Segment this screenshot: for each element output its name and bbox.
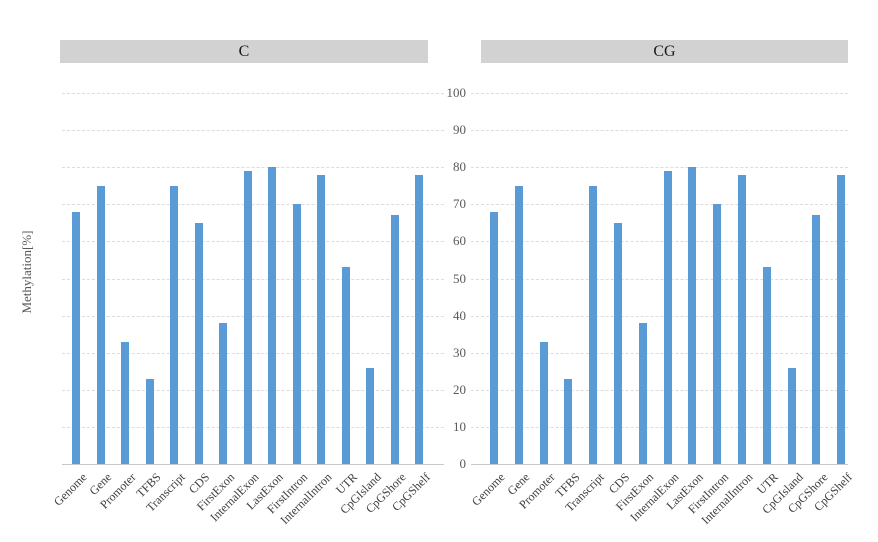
gridline-80: [62, 167, 444, 169]
gridline-10: [471, 426, 848, 428]
bar-c-cds: [194, 222, 203, 464]
y-tick-50: 50: [453, 270, 466, 286]
bar-c-firstexon: [219, 323, 227, 464]
plot-area-c: Genome Gene Promoter TFBS Transcript CDS First…: [51, 93, 444, 527]
y-tick-80: 80: [453, 159, 466, 175]
bar-cg-internalintron: [738, 174, 746, 464]
y-tick-10: 10: [453, 418, 466, 434]
bar-c-tfbs: [145, 378, 154, 464]
gridline-80: [471, 167, 848, 169]
gridline-100: [62, 93, 444, 94]
bar-c-lastexon: [268, 167, 276, 464]
gridline-50: [62, 278, 444, 280]
bar-c-cpgisland: [366, 367, 374, 464]
bar-cg-firstintron: [713, 204, 722, 464]
gridline-20: [62, 389, 444, 391]
bar-c-utr: [341, 267, 350, 464]
gridline-20: [471, 389, 848, 391]
bar-c-firstintron: [292, 204, 301, 464]
bar-cg-lastexon: [688, 167, 697, 464]
bar-c-genome: [72, 211, 80, 464]
panel-title-cg: CG: [653, 43, 676, 60]
panel-title-c: C: [238, 43, 250, 60]
bar-cg-utr: [762, 267, 771, 464]
panel-header-c: C: [60, 40, 428, 63]
gridline-70: [62, 204, 444, 206]
gridline-60: [62, 241, 444, 243]
y-tick-30: 30: [453, 344, 466, 360]
gridline-90: [62, 130, 444, 132]
bar-cg-cpgshore: [812, 215, 821, 464]
y-axis-title: Methylation[%]: [19, 230, 34, 314]
bar-cg-firstexon: [638, 323, 647, 464]
x-axis-label-genome: Genome: [51, 470, 90, 509]
gridline-100: [471, 93, 848, 94]
y-tick-70: 70: [453, 196, 466, 212]
bar-c-cpgshore: [390, 215, 399, 464]
y-tick-60: 60: [453, 233, 466, 249]
y-tick-90: 90: [453, 122, 466, 138]
y-tick-20: 20: [453, 381, 466, 397]
bar-cg-gene: [514, 185, 523, 464]
bar-cg-promoter: [539, 341, 548, 464]
bar-cg-cds: [614, 222, 622, 464]
gridline-40: [471, 315, 848, 317]
bar-cg-cpgisland: [787, 367, 796, 464]
gridline-10: [62, 426, 444, 428]
plot-area-cg: Genome Gene Promoter TFBS Transcript CDS First…: [469, 93, 855, 527]
bar-cg-genome: [490, 211, 498, 464]
bar-c-transcript: [170, 185, 178, 464]
gridline-50: [471, 278, 848, 280]
bar-cg-cpgshelf: [837, 174, 846, 464]
bar-c-internalexon: [243, 170, 252, 464]
bar-cg-transcript: [589, 185, 598, 464]
gridline-40: [62, 315, 444, 317]
panel-header-cg: CG: [481, 40, 848, 63]
gridline-30: [62, 352, 444, 354]
gridline-90: [471, 130, 848, 132]
bar-c-cpgshelf: [415, 174, 423, 464]
bar-c-promoter: [121, 341, 129, 464]
gridline-70: [471, 204, 848, 206]
bar-c-internalintron: [317, 174, 325, 464]
y-tick-100: 100: [446, 85, 467, 100]
y-tick-0: 0: [459, 456, 467, 471]
x-axis-label-genome: Genome: [469, 470, 508, 509]
bar-cg-internalexon: [663, 170, 672, 464]
y-tick-40: 40: [453, 307, 466, 323]
gridline-60: [471, 241, 848, 243]
bar-c-gene: [96, 185, 105, 464]
bar-cg-tfbs: [564, 378, 573, 464]
gridline-30: [471, 352, 848, 354]
